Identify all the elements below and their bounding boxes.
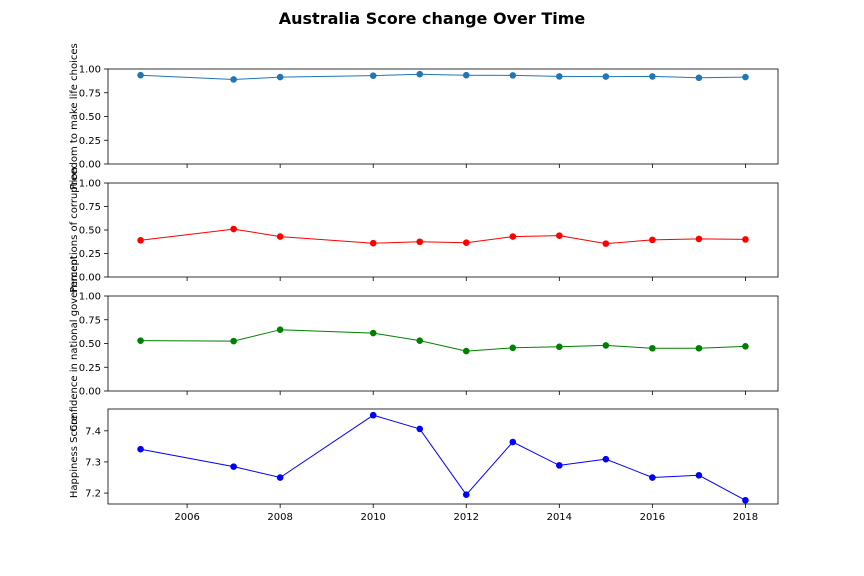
y-tick-label: 7.2 bbox=[85, 489, 101, 500]
y-tick-label: 0.00 bbox=[79, 387, 101, 398]
axes-frame bbox=[107, 182, 779, 278]
data-point bbox=[742, 496, 749, 504]
x-tick-label: 2016 bbox=[640, 512, 665, 523]
data-point bbox=[462, 347, 470, 355]
data-point bbox=[509, 438, 517, 446]
axes-frame bbox=[107, 408, 779, 505]
data-point bbox=[230, 337, 237, 345]
y-tick-label: 7.4 bbox=[85, 426, 101, 437]
y-tick-label: 0.25 bbox=[79, 363, 101, 374]
data-point bbox=[416, 238, 424, 246]
data-point bbox=[369, 239, 377, 247]
x-tick-label: 2018 bbox=[733, 512, 758, 523]
data-point bbox=[556, 232, 563, 239]
data-point bbox=[556, 73, 563, 80]
series-line bbox=[140, 228, 746, 245]
y-axis-label: Freedom to make life choices bbox=[69, 43, 80, 189]
data-point bbox=[695, 344, 703, 352]
data-point bbox=[742, 236, 749, 243]
y-tick-label: 0.00 bbox=[79, 273, 101, 284]
data-point bbox=[602, 240, 610, 247]
data-point bbox=[742, 73, 749, 81]
data-point bbox=[369, 72, 377, 79]
data-point bbox=[276, 73, 284, 81]
data-point bbox=[369, 411, 377, 419]
data-point bbox=[416, 337, 424, 344]
y-tick-label: 0.75 bbox=[79, 315, 101, 326]
data-point bbox=[369, 329, 377, 337]
data-point bbox=[649, 236, 656, 244]
data-point bbox=[509, 72, 517, 79]
y-tick-label: 0.75 bbox=[79, 202, 101, 213]
data-point bbox=[276, 233, 284, 240]
y-tick-label: 7.3 bbox=[85, 457, 101, 468]
data-point bbox=[649, 73, 656, 80]
data-point bbox=[602, 455, 610, 463]
x-tick-label: 2012 bbox=[454, 512, 479, 523]
axes-frame bbox=[107, 68, 779, 165]
data-point bbox=[137, 237, 144, 244]
y-axis-label: Confidence in national government bbox=[69, 255, 80, 431]
data-point bbox=[230, 225, 237, 233]
data-point bbox=[230, 463, 237, 470]
data-point bbox=[602, 73, 610, 80]
data-point bbox=[509, 344, 517, 352]
data-point bbox=[695, 235, 703, 243]
series-line bbox=[140, 414, 746, 501]
data-point bbox=[742, 343, 749, 350]
y-tick-label: 0.25 bbox=[79, 249, 101, 260]
data-point bbox=[462, 239, 470, 246]
y-tick-label: 1.00 bbox=[79, 292, 101, 303]
data-point bbox=[137, 337, 144, 344]
y-tick-label: 1.00 bbox=[79, 179, 101, 190]
y-tick-label: 0.75 bbox=[79, 88, 101, 99]
data-point bbox=[649, 344, 656, 352]
series-line bbox=[140, 329, 746, 352]
data-point bbox=[556, 462, 563, 469]
chart-title: Australia Score change Over Time bbox=[279, 9, 586, 28]
series-line bbox=[140, 73, 746, 81]
data-point bbox=[276, 474, 284, 481]
data-point bbox=[276, 326, 284, 334]
data-point bbox=[137, 445, 144, 453]
data-point bbox=[416, 70, 424, 78]
y-tick-label: 0.50 bbox=[79, 112, 101, 123]
data-point bbox=[509, 233, 517, 240]
data-point bbox=[602, 342, 610, 349]
y-tick-label: 0.50 bbox=[79, 226, 101, 237]
axes-frame bbox=[107, 295, 779, 392]
panel-4: 7.2 7.3 7.4 2006 2008 2010 2012 2014 2016 2018 Hap… bbox=[69, 408, 779, 523]
x-tick-label: 2010 bbox=[360, 512, 385, 523]
data-point bbox=[462, 491, 470, 498]
data-point bbox=[462, 71, 470, 79]
y-tick-label: 0.25 bbox=[79, 136, 101, 147]
y-axis-label: Perceptions of corruption bbox=[69, 167, 80, 293]
x-tick-label: 2006 bbox=[174, 512, 199, 523]
data-point bbox=[416, 425, 424, 433]
x-tick-label: 2014 bbox=[547, 512, 572, 523]
data-point bbox=[649, 474, 656, 481]
data-point bbox=[230, 76, 237, 83]
data-point bbox=[695, 472, 703, 479]
data-point bbox=[556, 343, 563, 351]
data-point bbox=[695, 74, 703, 82]
y-tick-label: 0.00 bbox=[79, 160, 101, 171]
x-tick-label: 2008 bbox=[267, 512, 292, 523]
y-tick-label: 1.00 bbox=[79, 65, 101, 76]
y-axis-label: Happiness Score bbox=[69, 415, 80, 498]
y-tick-label: 0.50 bbox=[79, 339, 101, 350]
data-point bbox=[137, 71, 144, 79]
